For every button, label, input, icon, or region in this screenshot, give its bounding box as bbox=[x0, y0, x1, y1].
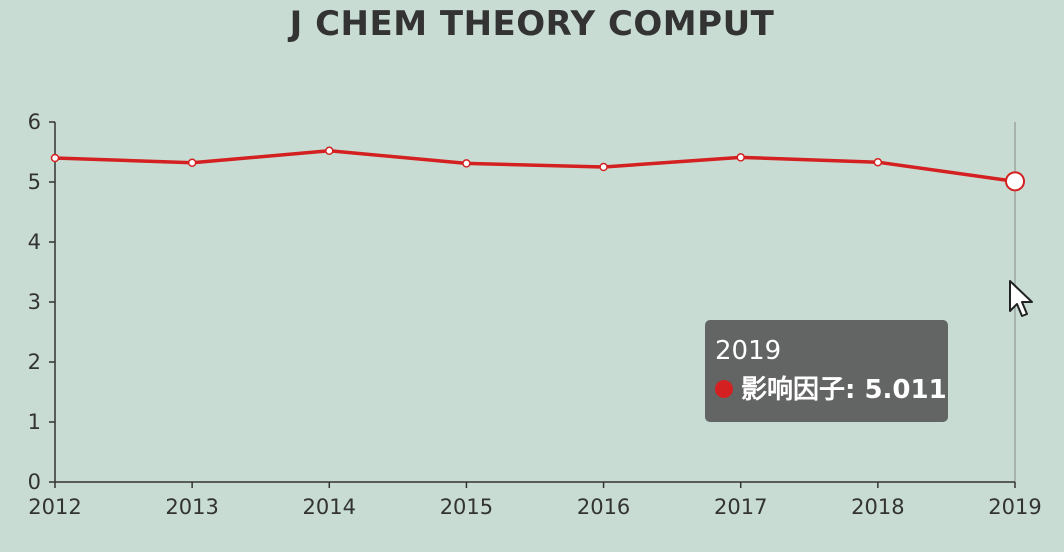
x-tick-label: 2018 bbox=[851, 495, 904, 519]
x-tick-label: 2019 bbox=[988, 495, 1041, 519]
y-tick-label: 5 bbox=[28, 170, 41, 194]
series-line bbox=[54, 149, 1016, 184]
tooltip-row: 影响因子: 5.011 bbox=[715, 372, 947, 408]
y-tick-label: 1 bbox=[28, 410, 41, 434]
pointer-arrow-icon bbox=[1009, 280, 1033, 317]
chart-title: J CHEM THEORY COMPUT bbox=[289, 4, 775, 44]
data-point bbox=[736, 153, 745, 162]
y-tick-label: 3 bbox=[28, 290, 41, 314]
x-tick-label: 2012 bbox=[28, 495, 81, 519]
y-tick-label: 2 bbox=[28, 350, 41, 374]
x-tick-label: 2014 bbox=[303, 495, 356, 519]
data-point bbox=[50, 153, 60, 163]
highlighted-data-point bbox=[1005, 171, 1025, 192]
tooltip-value-text: 影响因子: 5.011 bbox=[741, 375, 947, 405]
y-tick-label: 6 bbox=[28, 110, 41, 134]
tooltip-title: 2019 bbox=[715, 336, 782, 366]
data-point bbox=[599, 162, 608, 172]
data-point bbox=[325, 146, 334, 156]
y-tick-label: 0 bbox=[28, 470, 41, 494]
x-tick-label: 2017 bbox=[714, 495, 767, 519]
data-point bbox=[187, 158, 197, 168]
x-tick-label: 2013 bbox=[165, 495, 218, 519]
tooltip: 2019 影响因子: 5.011 bbox=[705, 320, 948, 422]
data-point bbox=[873, 157, 883, 167]
data-point bbox=[462, 159, 471, 168]
y-tick-label: 4 bbox=[28, 230, 41, 254]
x-tick-label: 2015 bbox=[440, 495, 493, 519]
series-color-dot-icon bbox=[715, 379, 733, 398]
x-tick-label: 2016 bbox=[577, 495, 630, 519]
